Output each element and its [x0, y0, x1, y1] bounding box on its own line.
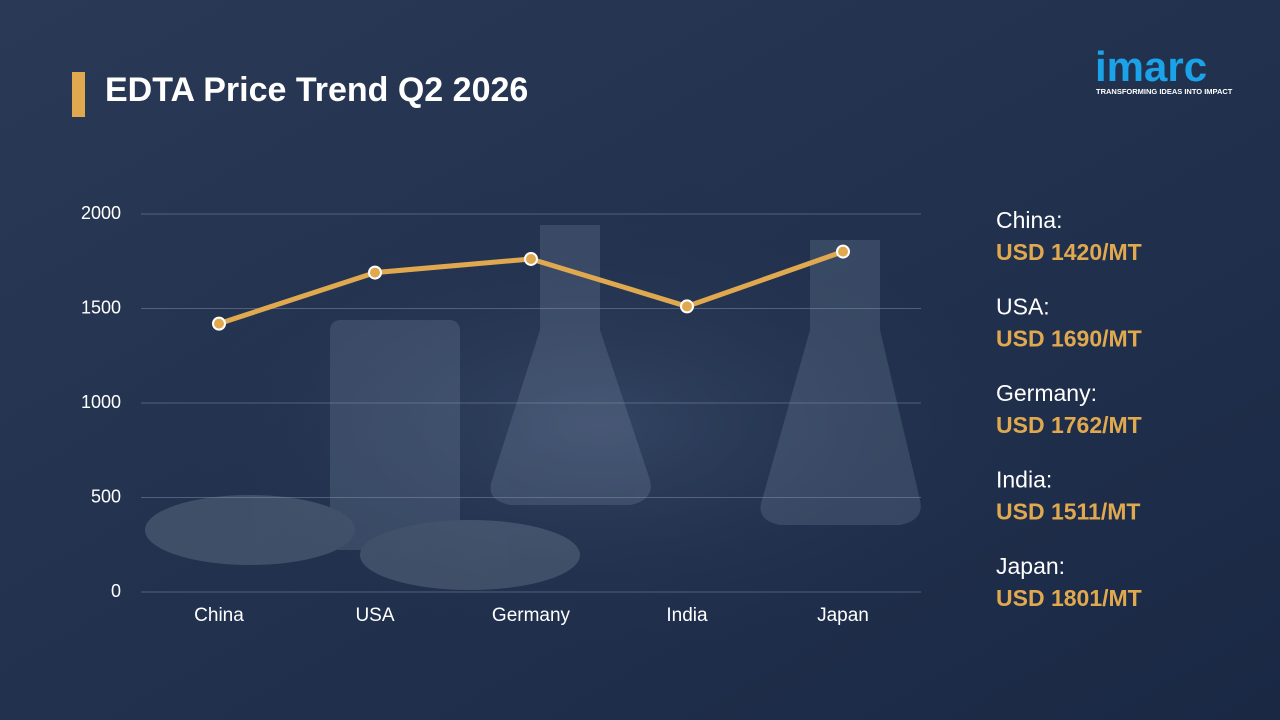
value-label: USD 1511/MT [996, 499, 1140, 525]
x-tick-label: Japan [817, 605, 869, 626]
point [212, 316, 226, 331]
panel-label: USA: [996, 294, 1050, 320]
value-label: USD 1690/MT [996, 326, 1142, 352]
logo-tagline: TRANSFORMING IDEAS INTO IMPACT [1096, 87, 1233, 96]
panel-label: Japan: [996, 553, 1065, 579]
background-glassware [145, 225, 921, 590]
y-tick-label: 1000 [81, 392, 121, 412]
x-tick-label: India [666, 605, 708, 626]
panel-label: Germany: [996, 380, 1097, 406]
value-label: USD 1801/MT [996, 585, 1142, 611]
point [680, 299, 694, 314]
chart-title: EDTA Price Trend Q2 2026 [105, 71, 528, 109]
panel-label: India: [996, 467, 1052, 493]
x-tick-label: Germany [492, 605, 571, 626]
y-tick-label: 2000 [81, 203, 121, 223]
y-tick-label: 1500 [81, 297, 121, 317]
x-tick-label: China [194, 605, 244, 626]
value-label: USD 1762/MT [996, 412, 1142, 438]
point [524, 251, 538, 266]
title-accent [72, 72, 85, 117]
y-tick-label: 500 [91, 486, 121, 506]
logo-name: imarc [1095, 43, 1207, 90]
background-glow [100, 150, 1100, 650]
panel-label: China: [996, 207, 1062, 233]
x-tick-label: USA [355, 605, 394, 626]
point [836, 244, 850, 259]
value-label: USD 1420/MT [996, 239, 1142, 265]
point [368, 265, 382, 280]
y-tick-label: 0 [111, 581, 121, 601]
